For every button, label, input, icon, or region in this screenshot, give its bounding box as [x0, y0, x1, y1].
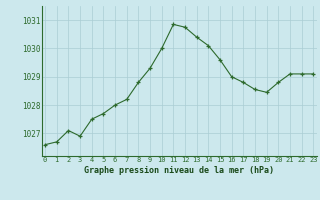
X-axis label: Graphe pression niveau de la mer (hPa): Graphe pression niveau de la mer (hPa) — [84, 166, 274, 175]
